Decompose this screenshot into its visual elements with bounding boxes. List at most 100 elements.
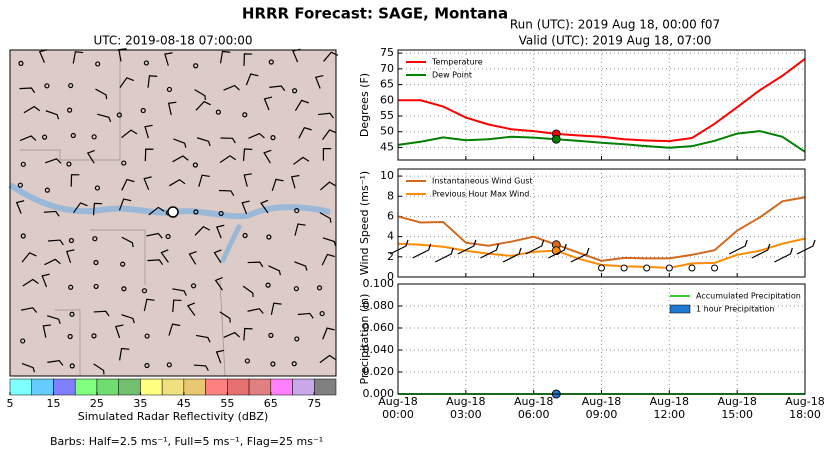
legend-label: Temperature xyxy=(431,58,483,67)
barb xyxy=(213,249,222,263)
calm-marker xyxy=(244,358,250,364)
y-tick-label: 75 xyxy=(380,46,394,59)
barb xyxy=(457,239,477,255)
barb xyxy=(143,176,152,191)
barb xyxy=(196,137,211,147)
calm-marker xyxy=(215,109,221,115)
barb xyxy=(45,158,62,164)
colorbar-segment xyxy=(74,378,98,396)
calm-marker xyxy=(292,88,298,94)
colorbar-segment xyxy=(53,378,76,396)
barb xyxy=(73,202,88,214)
y-tick-label: 60 xyxy=(380,93,394,106)
barb xyxy=(319,181,336,191)
barb xyxy=(198,174,210,187)
barb xyxy=(45,110,60,120)
barb xyxy=(15,200,25,214)
barb xyxy=(223,331,241,338)
colorbar-tick-label: 75 xyxy=(307,397,321,410)
colorbar-segment xyxy=(161,378,185,396)
calm-marker xyxy=(294,207,300,214)
calm-marker xyxy=(68,237,75,244)
calm-marker xyxy=(68,82,74,89)
calm-marker xyxy=(44,83,50,89)
calm-marker xyxy=(143,60,149,66)
barb xyxy=(294,99,309,111)
calm-marker xyxy=(17,182,23,188)
wind-barbs xyxy=(15,48,339,375)
y-tick-label: 0.020 xyxy=(363,365,395,378)
colorbar-tick-label: 35 xyxy=(133,397,147,410)
calm-marker xyxy=(268,332,274,338)
barb xyxy=(248,132,265,139)
barb xyxy=(167,101,177,116)
calm-marker xyxy=(94,185,100,191)
barb xyxy=(121,178,135,191)
calm-marker xyxy=(141,288,148,294)
barb xyxy=(188,251,197,265)
legend-label: Instantaneous Wind Gust xyxy=(432,177,533,186)
calm-marker xyxy=(268,59,274,65)
barb xyxy=(412,243,432,259)
colorbar-segment xyxy=(292,378,315,396)
map-frame xyxy=(9,49,337,377)
barb xyxy=(319,354,336,364)
calm-marker xyxy=(192,162,198,168)
y-tick-label: 4 xyxy=(387,230,394,243)
barb xyxy=(322,129,337,141)
barb xyxy=(21,252,37,263)
y-axis-label: Degrees (F) xyxy=(358,73,371,137)
colorbar-segment xyxy=(31,378,54,396)
calm-marker xyxy=(265,282,271,288)
barb xyxy=(796,239,816,255)
calm-marker xyxy=(20,233,26,239)
barb xyxy=(322,148,332,161)
barb xyxy=(241,200,250,215)
y-axis-label: Precipitation (in) xyxy=(358,294,371,385)
barb xyxy=(164,52,173,66)
barb xyxy=(119,77,134,88)
colorbar-tick-label: 25 xyxy=(90,397,104,410)
calm-marker xyxy=(144,333,150,339)
colorbar-tick-label: 45 xyxy=(177,397,191,410)
y-tick-label: 50 xyxy=(380,125,394,138)
calm-marker xyxy=(620,264,628,272)
y-tick-label: 10 xyxy=(380,169,394,182)
y-axis-label: Wind Speed (ms⁻¹) xyxy=(358,171,371,275)
barb xyxy=(570,247,590,263)
barb xyxy=(243,173,252,187)
barb xyxy=(148,206,165,216)
calm-marker xyxy=(92,236,98,242)
barb xyxy=(260,199,269,214)
barb xyxy=(43,210,60,217)
calm-marker xyxy=(711,264,719,272)
y-tick-label: 6 xyxy=(387,209,394,222)
colorbar-tick-label: 5 xyxy=(7,397,14,410)
plot-area xyxy=(398,50,805,160)
calm-marker xyxy=(166,362,172,368)
barb xyxy=(95,88,108,100)
calm-marker xyxy=(193,63,199,69)
barb xyxy=(194,89,207,100)
barb xyxy=(297,312,314,319)
barb xyxy=(86,149,96,164)
series-line xyxy=(398,58,806,143)
barb xyxy=(42,324,52,338)
calm-marker xyxy=(42,134,48,140)
barb xyxy=(774,247,793,263)
plot-area xyxy=(398,169,805,277)
calm-marker xyxy=(294,336,300,342)
plot-frame xyxy=(397,49,806,161)
barb xyxy=(502,247,522,263)
y-tick-label: 8 xyxy=(387,189,394,202)
barb xyxy=(147,75,158,88)
y-tick-label: 0.100 xyxy=(363,277,395,290)
barb xyxy=(172,299,182,313)
map-title: UTC: 2019-08-18 07:00:00 xyxy=(93,34,252,48)
calm-marker xyxy=(95,61,101,67)
x-tick-label: Aug-18 18:00 xyxy=(785,395,824,421)
calm-marker xyxy=(598,264,605,272)
legend-swatch xyxy=(669,304,691,314)
barb xyxy=(195,100,211,111)
